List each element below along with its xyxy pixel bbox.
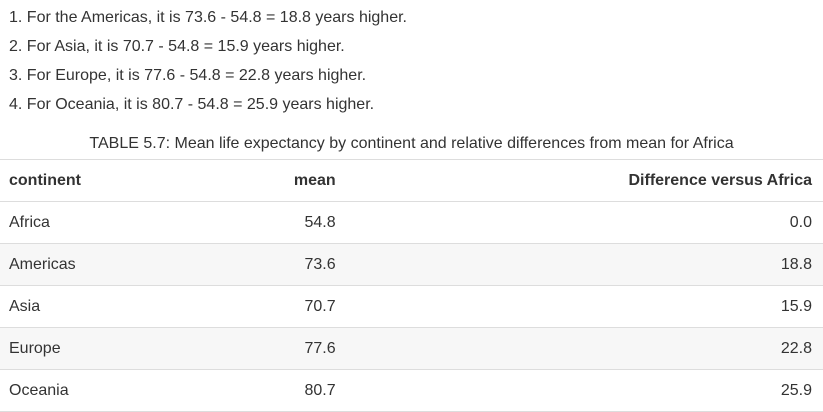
list-item: 2. For Asia, it is 70.7 - 54.8 = 15.9 ye… (9, 38, 345, 55)
table-row: Oceania 80.7 25.9 (0, 370, 823, 412)
difference-list: 1. For the Americas, it is 73.6 - 54.8 =… (9, 3, 407, 119)
cell-continent: Africa (9, 213, 50, 231)
table-row: Americas 73.6 18.8 (0, 243, 823, 286)
header-continent: continent (9, 171, 81, 189)
cell-continent: Europe (9, 339, 61, 357)
cell-mean: 73.6 (304, 255, 336, 273)
table-row: Europe 77.6 22.8 (0, 327, 823, 370)
header-mean: mean (293, 171, 336, 189)
header-row: continent mean Difference versus Africa (0, 159, 823, 202)
table-row: Asia 70.7 15.9 (0, 286, 823, 328)
cell-difference: 0.0 (789, 213, 812, 231)
list-item: 4. For Oceania, it is 80.7 - 54.8 = 25.9… (9, 96, 375, 113)
cell-mean: 54.8 (304, 213, 336, 231)
table-body: Africa 54.8 0.0 Americas 73.6 18.8 Asia … (0, 202, 823, 412)
table-header: continent mean Difference versus Africa (0, 159, 823, 202)
list-item: 1. For the Americas, it is 73.6 - 54.8 =… (9, 9, 407, 26)
cell-continent: Oceania (9, 381, 69, 399)
cell-mean: 77.6 (304, 339, 336, 357)
cell-difference: 25.9 (780, 381, 812, 399)
cell-difference: 22.8 (780, 339, 812, 357)
cell-continent: Americas (9, 255, 76, 273)
table-caption: TABLE 5.7: Mean life expectancy by conti… (89, 135, 734, 152)
table-row: Africa 54.8 0.0 (0, 202, 823, 244)
list-item: 3. For Europe, it is 77.6 - 54.8 = 22.8 … (9, 67, 367, 84)
cell-difference: 18.8 (780, 255, 812, 273)
cell-mean: 80.7 (304, 381, 336, 399)
cell-difference: 15.9 (780, 297, 812, 315)
header-difference: Difference versus Africa (628, 171, 813, 189)
life-expectancy-table: continent mean Difference versus Africa … (0, 159, 823, 412)
cell-mean: 70.7 (304, 297, 336, 315)
cell-continent: Asia (9, 297, 41, 315)
